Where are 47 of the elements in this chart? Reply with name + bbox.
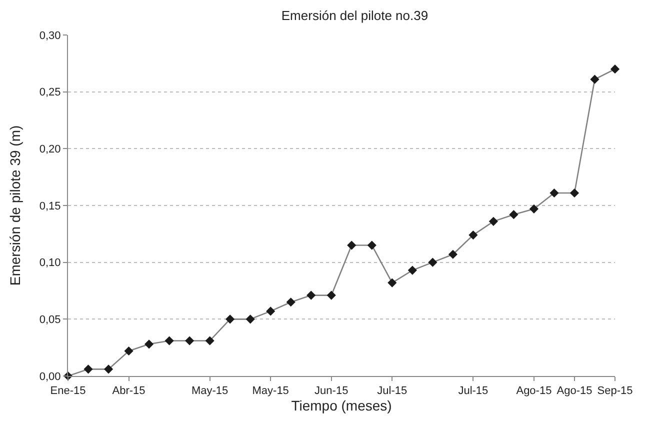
point — [286, 298, 296, 307]
point — [610, 64, 620, 74]
chart-title: Emersión del pilote no.39 — [281, 8, 428, 23]
point — [326, 290, 336, 300]
x-tick-label: May-15 — [252, 385, 289, 398]
x-tick-label: May-15 — [191, 385, 228, 398]
x-tick-label: Jul-15 — [458, 385, 488, 398]
y-tick-label: 0,00 — [39, 370, 61, 383]
x-tick-label: Jul-15 — [377, 385, 408, 398]
y-tick-label: 0,25 — [39, 86, 61, 99]
point — [509, 210, 518, 220]
point — [124, 346, 134, 356]
y-axis-title: Emersión de pilote 39 (m) — [6, 125, 23, 286]
point — [570, 188, 580, 198]
x-tick-label: Sep-15 — [597, 385, 633, 398]
point — [529, 204, 539, 214]
point — [428, 258, 438, 267]
y-tick-label: 0,05 — [39, 314, 61, 326]
point — [84, 364, 93, 374]
x-tick-label: Abr-15 — [112, 385, 146, 398]
point — [104, 364, 114, 374]
point — [164, 336, 174, 346]
point — [367, 240, 376, 250]
x-tick-label: Ago-15 — [556, 385, 592, 398]
point — [408, 266, 417, 275]
point — [205, 336, 214, 346]
x-axis-title: Tiempo (meses) — [291, 398, 392, 414]
point — [448, 250, 458, 259]
x-tick-label: Ene-15 — [50, 385, 86, 398]
point — [306, 290, 316, 300]
point — [590, 74, 600, 84]
x-tick-label: Ago-15 — [516, 385, 552, 398]
point — [246, 314, 255, 324]
x-tick-label: Jun-15 — [314, 385, 348, 398]
point — [226, 314, 235, 324]
point — [388, 278, 397, 288]
y-tick-label: 0,20 — [39, 144, 61, 156]
point — [468, 230, 478, 240]
point — [185, 336, 194, 346]
point — [144, 340, 154, 349]
y-tick-label: 0,10 — [39, 257, 61, 270]
y-tick-label: 0,15 — [39, 200, 61, 212]
point — [488, 216, 498, 226]
point — [347, 240, 356, 250]
y-tick-label: 0,30 — [39, 30, 61, 42]
point — [550, 188, 559, 198]
point — [266, 306, 276, 316]
